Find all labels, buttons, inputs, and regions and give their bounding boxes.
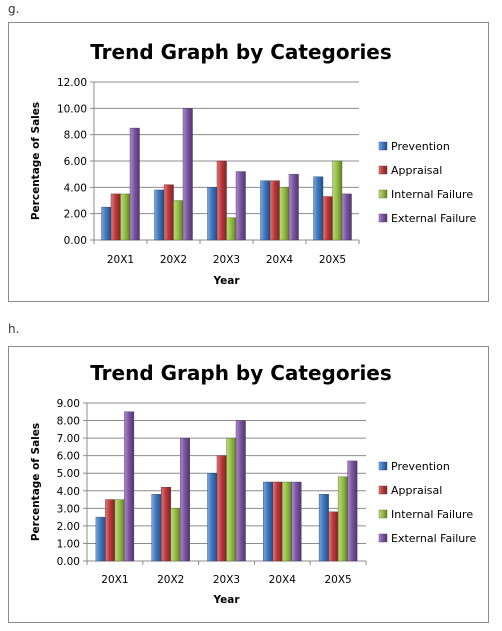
bar-appraisal	[322, 196, 333, 241]
bar-external-failure	[291, 481, 302, 562]
bar-external-failure	[235, 171, 246, 241]
bar-prevention	[260, 180, 271, 241]
x-tick-label: 20X5	[324, 574, 351, 586]
y-axis-title: Percentage of Sales	[30, 102, 42, 220]
legend-swatch	[378, 461, 388, 471]
x-tick-label: 20X4	[269, 574, 297, 586]
y-tick-label: 0.00	[57, 556, 80, 568]
bar-appraisal	[269, 180, 280, 241]
bar-external-failure	[124, 411, 135, 562]
legend-swatch	[378, 189, 388, 199]
bar-external-failure	[179, 437, 190, 562]
y-tick-label: 2.00	[57, 521, 80, 533]
y-tick-label: 10.00	[57, 103, 87, 115]
x-tick-label: 20X3	[213, 574, 240, 586]
chart-panel-g: Trend Graph by Categories 0.00 2.00 4.00 6.0…	[8, 22, 489, 302]
y-tick-label: 8.00	[57, 416, 80, 428]
chart-title: Trend Graph by Categories	[90, 40, 392, 64]
bar-external-failure	[129, 127, 140, 241]
legend-label: Appraisal	[391, 484, 442, 497]
x-tick-label: 20X2	[160, 254, 187, 266]
legend-swatch	[378, 509, 388, 519]
section-label-h: h.	[8, 322, 20, 336]
bar-prevention	[151, 494, 162, 562]
y-tick-label: 0.00	[64, 235, 87, 247]
x-tick-label: 20X3	[213, 254, 240, 266]
bar-internal-failure	[282, 481, 292, 562]
bar-appraisal	[216, 455, 227, 562]
legend-label: Prevention	[391, 140, 450, 153]
y-tick-label: 4.00	[64, 182, 87, 194]
x-axis-title: Year	[212, 275, 240, 287]
legend-swatch	[378, 141, 388, 151]
bar-external-failure	[235, 420, 246, 562]
x-tick-label: 20X2	[157, 574, 184, 586]
y-tick-label: 4.00	[57, 486, 80, 498]
y-tick-label: 7.00	[57, 433, 80, 445]
y-tick-label: 3.00	[57, 503, 80, 515]
x-tick-label: 20X4	[266, 254, 294, 266]
legend-swatch	[378, 165, 388, 175]
y-tick-label: 1.00	[57, 538, 80, 550]
bar-prevention	[101, 206, 112, 241]
legend-swatch	[378, 485, 388, 495]
x-tick-label: 20X1	[107, 254, 134, 266]
bar-external-failure	[182, 108, 193, 241]
legend-label: Prevention	[391, 460, 450, 473]
y-tick-label: 5.00	[57, 468, 80, 480]
chart-title: Trend Graph by Categories	[90, 361, 392, 385]
legend-swatch	[378, 213, 388, 223]
bar-internal-failure	[337, 476, 348, 562]
y-tick-label: 12.00	[57, 77, 87, 89]
bar-internal-failure	[114, 499, 125, 562]
x-tick-label: 20X5	[319, 254, 346, 266]
legend-label: External Failure	[391, 212, 477, 225]
y-tick-label: 6.00	[57, 451, 80, 463]
bar-external-failure	[341, 193, 352, 241]
y-tick-label: 9.00	[57, 398, 80, 410]
bar-prevention	[318, 494, 329, 562]
legend-swatch	[378, 533, 388, 543]
bar-internal-failure	[279, 187, 290, 241]
y-tick-label: 2.00	[64, 209, 87, 221]
bar-appraisal	[105, 499, 116, 562]
legend-label: Appraisal	[391, 164, 442, 177]
bar-appraisal	[110, 193, 121, 241]
bar-appraisal	[216, 160, 227, 241]
bar-appraisal	[272, 481, 283, 562]
bar-internal-failure	[332, 160, 343, 241]
y-axis-title: Percentage of Sales	[30, 423, 42, 541]
bar-internal-failure	[226, 217, 237, 241]
x-axis-title: Year	[212, 594, 240, 606]
y-tick-label: 6.00	[64, 156, 87, 168]
bar-internal-failure	[173, 200, 184, 241]
x-tick-label: 20X1	[101, 574, 128, 586]
bar-prevention	[95, 516, 106, 562]
legend-label: Internal Failure	[391, 188, 473, 201]
bar-internal-failure	[226, 437, 237, 562]
chart-panel-h: Trend Graph by Categories 0.00 1.00 2.00 3.0…	[8, 346, 489, 623]
bar-appraisal	[160, 487, 171, 562]
legend-label: External Failure	[391, 532, 477, 545]
bar-internal-failure	[120, 193, 131, 241]
bar-prevention	[207, 473, 218, 562]
bar-internal-failure	[170, 508, 181, 562]
chart-g: Trend Graph by Categories 0.00 2.00 4.00 6.0…	[30, 40, 477, 287]
bar-prevention	[263, 481, 274, 562]
section-label-g: g.	[8, 2, 20, 16]
bar-appraisal	[328, 511, 339, 562]
bar-prevention	[154, 189, 165, 241]
bar-prevention	[313, 176, 324, 241]
bar-external-failure	[288, 173, 299, 241]
bar-prevention	[207, 187, 218, 241]
legend-label: Internal Failure	[391, 508, 473, 521]
bar-appraisal	[163, 184, 174, 241]
bar-external-failure	[347, 460, 358, 562]
chart-h: Trend Graph by Categories 0.00 1.00 2.00 3.0…	[30, 361, 477, 606]
y-tick-label: 8.00	[64, 130, 87, 142]
